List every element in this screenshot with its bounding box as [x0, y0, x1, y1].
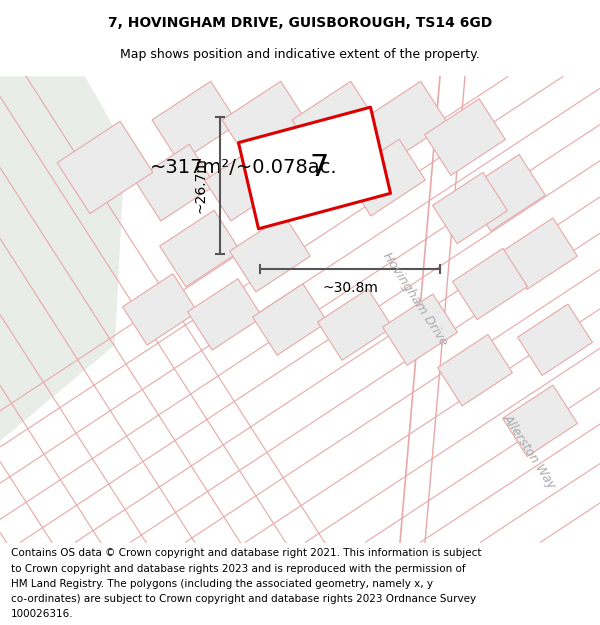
Text: ~30.8m: ~30.8m: [322, 281, 378, 295]
Text: 100026316.: 100026316.: [11, 609, 73, 619]
Text: 7, HOVINGHAM DRIVE, GUISBOROUGH, TS14 6GD: 7, HOVINGHAM DRIVE, GUISBOROUGH, TS14 6G…: [108, 16, 492, 30]
Text: Contains OS data © Crown copyright and database right 2021. This information is : Contains OS data © Crown copyright and d…: [11, 548, 481, 558]
Text: co-ordinates) are subject to Crown copyright and database rights 2023 Ordnance S: co-ordinates) are subject to Crown copyr…: [11, 594, 476, 604]
Text: Map shows position and indicative extent of the property.: Map shows position and indicative extent…: [120, 48, 480, 61]
Text: ~26.7m: ~26.7m: [194, 158, 208, 213]
Text: HM Land Registry. The polygons (including the associated geometry, namely x, y: HM Land Registry. The polygons (includin…: [11, 579, 433, 589]
Text: ~317m²/~0.078ac.: ~317m²/~0.078ac.: [150, 158, 338, 177]
Text: to Crown copyright and database rights 2023 and is reproduced with the permissio: to Crown copyright and database rights 2…: [11, 564, 466, 574]
Text: Allerston Way: Allerston Way: [501, 412, 559, 491]
Text: Hovingham Drive: Hovingham Drive: [380, 250, 450, 348]
Text: 7: 7: [310, 153, 329, 182]
